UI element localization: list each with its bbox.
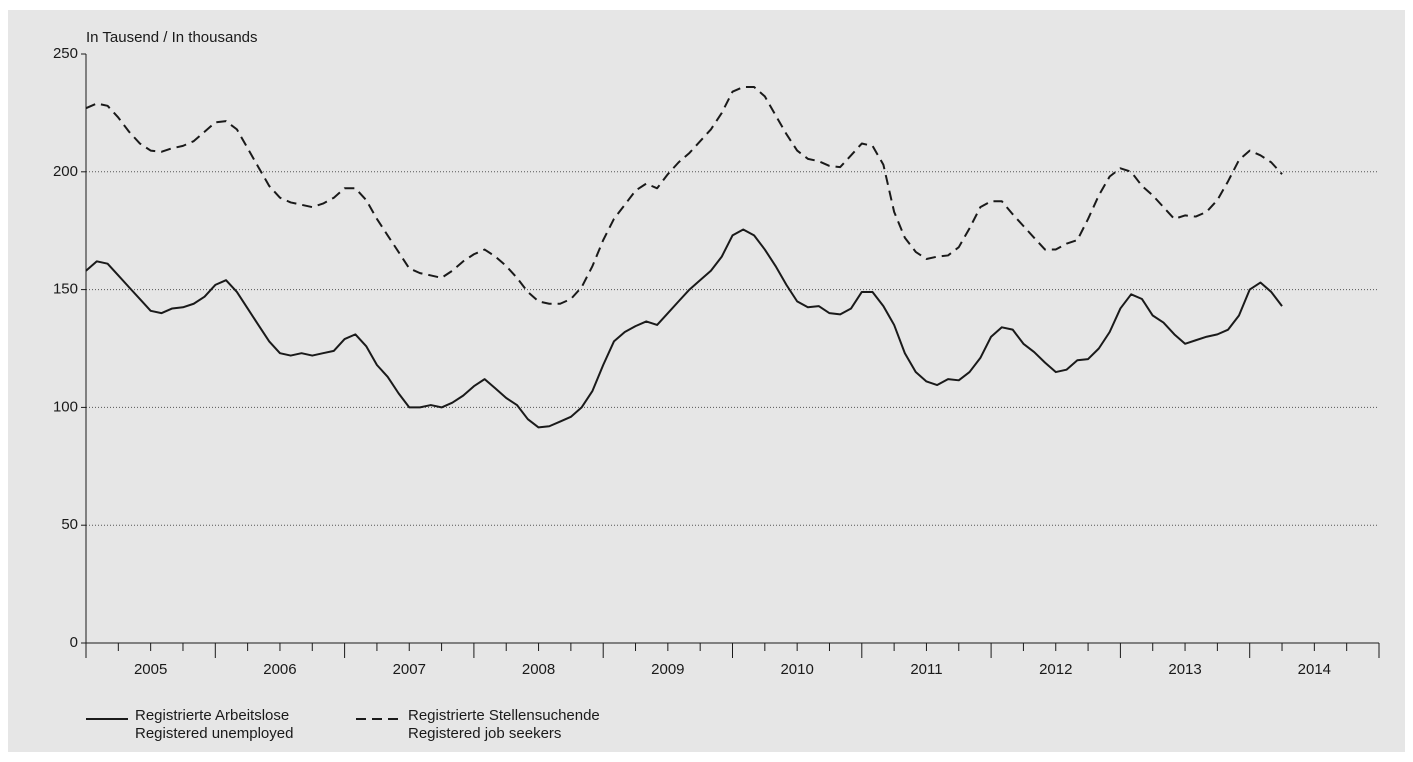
- x-tick-label: 2012: [1039, 661, 1072, 678]
- y-tick-label: 150: [53, 281, 78, 298]
- legend-swatch: [356, 718, 400, 720]
- legend-label: Registrierte Stellensuchende Registered …: [408, 707, 600, 742]
- legend-label: Registrierte Arbeitslose Registered unem…: [135, 707, 294, 742]
- x-tick-label: 2009: [651, 661, 684, 678]
- x-tick-label: 2014: [1298, 661, 1331, 678]
- x-tick-label: 2008: [522, 661, 555, 678]
- x-tick-label: 2011: [910, 661, 942, 678]
- y-tick-label: 200: [53, 163, 78, 180]
- y-tick-label: 250: [53, 45, 78, 62]
- y-tick-label: 50: [61, 516, 78, 533]
- series-line: [85, 228, 1283, 429]
- x-tick-label: 2013: [1168, 661, 1201, 678]
- x-tick-label: 2006: [263, 661, 296, 678]
- x-tick-label: 2010: [780, 661, 813, 678]
- y-tick-label: 100: [53, 398, 78, 415]
- x-tick-label: 2007: [393, 661, 426, 678]
- background: [8, 10, 1405, 752]
- series-line: [85, 85, 1283, 305]
- legend-swatch: [86, 718, 128, 720]
- x-tick-label: 2005: [134, 661, 167, 678]
- y-axis-label: In Tausend / In thousands: [86, 29, 258, 46]
- y-tick-label: 0: [70, 634, 78, 651]
